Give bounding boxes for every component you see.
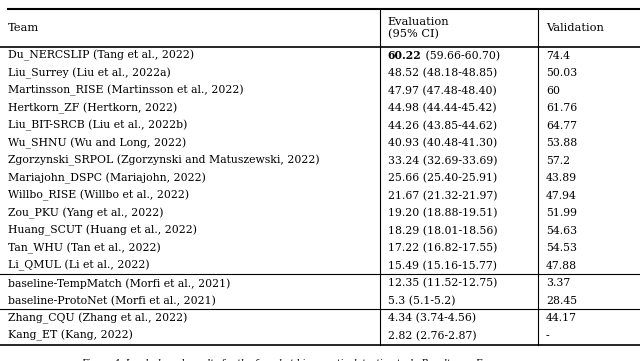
Text: 2.82 (2.76-2.87): 2.82 (2.76-2.87): [388, 331, 476, 341]
Text: Liu_BIT-SRCB (Liu et al., 2022b): Liu_BIT-SRCB (Liu et al., 2022b): [8, 120, 187, 131]
Text: 44.26 (43.85-44.62): 44.26 (43.85-44.62): [388, 121, 497, 131]
Text: 33.24 (32.69-33.69): 33.24 (32.69-33.69): [388, 156, 497, 166]
Text: Team: Team: [8, 23, 39, 33]
Text: 28.45: 28.45: [546, 296, 577, 306]
Text: 17.22 (16.82-17.55): 17.22 (16.82-17.55): [388, 243, 497, 253]
Text: 47.94: 47.94: [546, 191, 577, 201]
Text: 50.03: 50.03: [546, 68, 577, 78]
Text: 53.88: 53.88: [546, 138, 577, 148]
Text: 47.88: 47.88: [546, 261, 577, 271]
Text: Wu_SHNU (Wu and Long, 2022): Wu_SHNU (Wu and Long, 2022): [8, 138, 186, 149]
Text: 21.67 (21.32-21.97): 21.67 (21.32-21.97): [388, 191, 497, 201]
Text: 40.93 (40.48-41.30): 40.93 (40.48-41.30): [388, 138, 497, 148]
Text: 18.29 (18.01-18.56): 18.29 (18.01-18.56): [388, 226, 497, 236]
Text: 54.53: 54.53: [546, 243, 577, 253]
Text: Evaluation
(95% CI): Evaluation (95% CI): [388, 17, 449, 39]
Text: Huang_SCUT (Huang et al., 2022): Huang_SCUT (Huang et al., 2022): [8, 225, 196, 236]
Text: baseline-TempMatch (Morfi et al., 2021): baseline-TempMatch (Morfi et al., 2021): [8, 278, 230, 288]
Text: 47.97 (47.48-48.40): 47.97 (47.48-48.40): [388, 86, 497, 96]
Text: 57.2: 57.2: [546, 156, 570, 166]
Text: Figure 4: Leaderboard results for the few-shot bioacoustic detection task. Resul: Figure 4: Leaderboard results for the fe…: [81, 359, 559, 361]
Text: 44.98 (44.44-45.42): 44.98 (44.44-45.42): [388, 103, 497, 113]
Text: 61.76: 61.76: [546, 103, 577, 113]
Text: Zou_PKU (Yang et al., 2022): Zou_PKU (Yang et al., 2022): [8, 208, 163, 219]
Text: 60.22: 60.22: [388, 50, 422, 61]
Text: 3.37: 3.37: [546, 278, 570, 288]
Text: Du_NERCSLIP (Tang et al., 2022): Du_NERCSLIP (Tang et al., 2022): [8, 50, 194, 61]
Text: Willbo_RISE (Willbo et al., 2022): Willbo_RISE (Willbo et al., 2022): [8, 190, 189, 201]
Text: (59.66-60.70): (59.66-60.70): [422, 51, 500, 61]
Text: Tan_WHU (Tan et al., 2022): Tan_WHU (Tan et al., 2022): [8, 243, 161, 254]
Text: 74.4: 74.4: [546, 51, 570, 61]
Text: Zhang_CQU (Zhang et al., 2022): Zhang_CQU (Zhang et al., 2022): [8, 313, 187, 324]
Text: Mariajohn_DSPC (Mariajohn, 2022): Mariajohn_DSPC (Mariajohn, 2022): [8, 173, 205, 184]
Text: Hertkorn_ZF (Hertkorn, 2022): Hertkorn_ZF (Hertkorn, 2022): [8, 103, 177, 114]
Text: Martinsson_RISE (Martinsson et al., 2022): Martinsson_RISE (Martinsson et al., 2022…: [8, 85, 243, 96]
Text: 60: 60: [546, 86, 560, 96]
Text: 5.3 (5.1-5.2): 5.3 (5.1-5.2): [388, 296, 455, 306]
Text: 64.77: 64.77: [546, 121, 577, 131]
Text: 43.89: 43.89: [546, 173, 577, 183]
Text: 25.66 (25.40-25.91): 25.66 (25.40-25.91): [388, 173, 497, 183]
Text: Zgorzynski_SRPOL (Zgorzynski and Matuszewski, 2022): Zgorzynski_SRPOL (Zgorzynski and Matusze…: [8, 155, 319, 166]
Text: 48.52 (48.18-48.85): 48.52 (48.18-48.85): [388, 68, 497, 78]
Text: Liu_Surrey (Liu et al., 2022a): Liu_Surrey (Liu et al., 2022a): [8, 68, 170, 79]
Text: 12.35 (11.52-12.75): 12.35 (11.52-12.75): [388, 278, 497, 288]
Text: -: -: [546, 331, 550, 341]
Text: baseline-ProtoNet (Morfi et al., 2021): baseline-ProtoNet (Morfi et al., 2021): [8, 296, 216, 306]
Text: Li_QMUL (Li et al., 2022): Li_QMUL (Li et al., 2022): [8, 260, 149, 271]
Text: 44.17: 44.17: [546, 313, 577, 323]
Text: 19.20 (18.88-19.51): 19.20 (18.88-19.51): [388, 208, 497, 218]
Text: 15.49 (15.16-15.77): 15.49 (15.16-15.77): [388, 261, 497, 271]
Text: 51.99: 51.99: [546, 208, 577, 218]
Text: Validation: Validation: [546, 23, 604, 33]
Text: 54.63: 54.63: [546, 226, 577, 236]
Text: 4.34 (3.74-4.56): 4.34 (3.74-4.56): [388, 313, 476, 323]
Text: Kang_ET (Kang, 2022): Kang_ET (Kang, 2022): [8, 330, 132, 342]
